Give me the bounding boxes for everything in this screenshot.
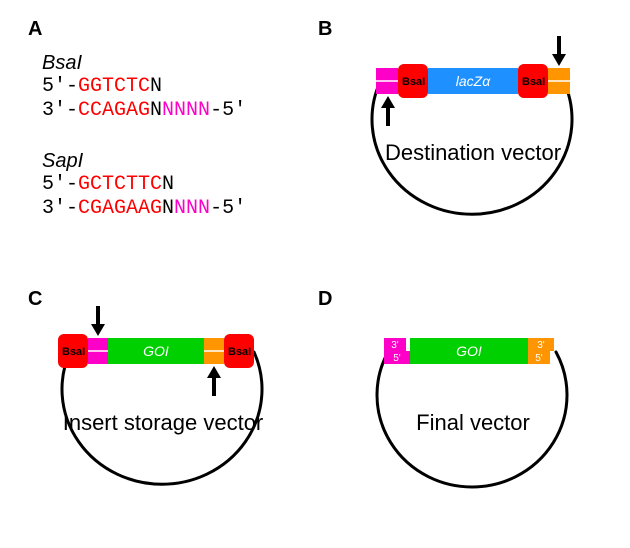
insert-arrow-down-icon	[91, 306, 105, 336]
panel-c-diagram: BsaI GOI BsaI Insert storage vector	[30, 300, 300, 535]
dest-caption: Destination vector	[385, 140, 561, 165]
sapi-block: SapI 5'-GCTCTTCN 3'-CGAGAAGNNNN-5'	[42, 150, 246, 221]
final-orange-3p-label: 3'	[537, 340, 545, 351]
dest-bsai-left-label: BsaI	[402, 76, 425, 88]
sapi-name: SapI	[42, 150, 246, 173]
sapi-top-strand: 5'-GCTCTTCN	[42, 173, 246, 197]
final-goi-label: GOI	[456, 343, 482, 359]
bsai-block: BsaI 5'-GGTCTCN 3'-CCAGAGNNNNN-5'	[42, 52, 246, 123]
panel-d-diagram: 3' 5' GOI 3' 5' Final vector	[340, 300, 610, 535]
bsai-bottom-strand: 3'-CCAGAGNNNNN-5'	[42, 99, 246, 123]
sapi-bottom-strand: 3'-CGAGAAGNNNN-5'	[42, 197, 246, 221]
insert-bsai-left-label: BsaI	[62, 346, 85, 358]
panel-d-label: D	[318, 288, 332, 311]
panel-a-label: A	[28, 18, 42, 41]
dest-arrow-down-icon	[552, 36, 566, 66]
dest-lacz-label: lacZα	[456, 73, 491, 89]
final-magenta-5p-label: 5'	[393, 353, 401, 364]
panel-b-label: B	[318, 18, 332, 41]
final-magenta-3p-label: 3'	[391, 340, 399, 351]
insert-caption: Insert storage vector	[63, 410, 264, 435]
insert-goi-label: GOI	[143, 343, 169, 359]
dest-bsai-right-label: BsaI	[522, 76, 545, 88]
insert-arrow-up-icon	[207, 366, 221, 396]
insert-bsai-right-label: BsaI	[228, 346, 251, 358]
final-caption: Final vector	[416, 410, 530, 435]
bsai-name: BsaI	[42, 52, 246, 75]
dest-arrow-up-icon	[381, 96, 395, 126]
final-orange-5p-label: 5'	[535, 353, 543, 364]
bsai-top-strand: 5'-GGTCTCN	[42, 75, 246, 99]
panel-b-diagram: BsaI lacZα BsaI Destination vector	[340, 30, 610, 265]
